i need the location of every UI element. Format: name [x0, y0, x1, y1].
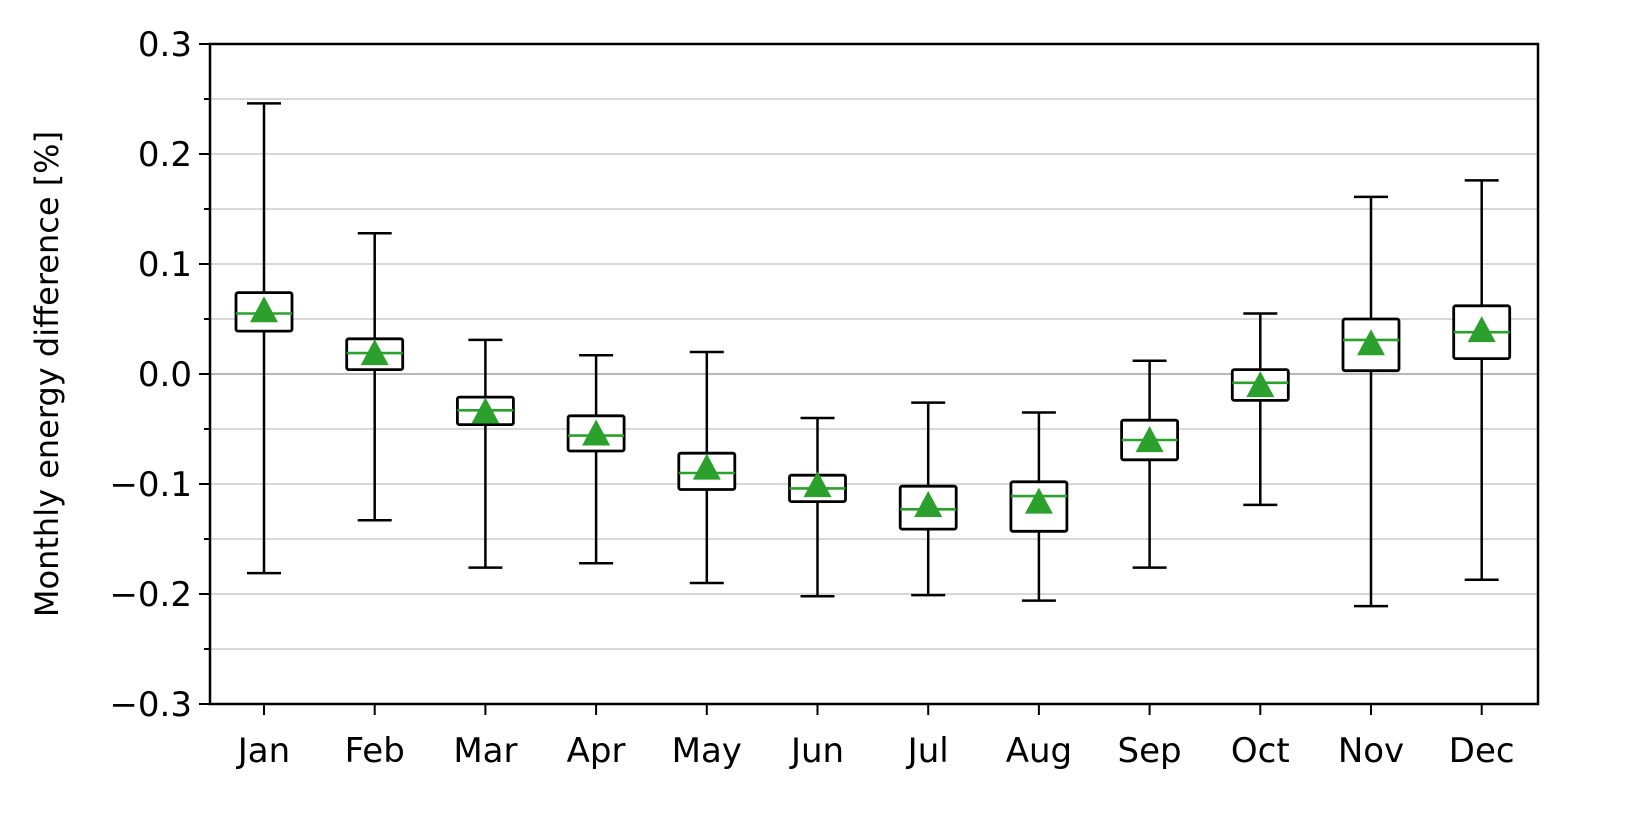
mean-marker: [803, 471, 832, 498]
mean-marker: [914, 490, 943, 517]
box-nov: [1341, 195, 1401, 608]
box-apr: [566, 354, 626, 565]
box-jan: [234, 102, 294, 575]
mean-marker: [1135, 426, 1164, 453]
box-may: [677, 350, 737, 585]
axes: −0.3 −0.2 −0.1 0.0 0.1 0.2 0.3 Jan Feb Mar Apr May J…: [109, 25, 1514, 771]
x-tick-label: Mar: [453, 731, 517, 771]
mean-marker: [471, 397, 500, 424]
y-tick-label: 0.0: [138, 355, 192, 395]
box-mar: [455, 338, 515, 569]
box-aug: [1009, 411, 1069, 602]
x-tick-label: Oct: [1231, 731, 1290, 771]
mean-marker: [692, 453, 721, 480]
x-tick-label: Apr: [567, 731, 626, 771]
box-feb: [345, 231, 405, 522]
mean-marker: [1246, 371, 1275, 398]
mean-marker: [250, 296, 278, 323]
y-tick-label: 0.2: [138, 135, 192, 175]
x-tick-label: Feb: [345, 731, 405, 771]
mean-marker: [1024, 487, 1053, 514]
x-tick-label: Nov: [1338, 731, 1404, 771]
y-tick-label: 0.1: [138, 245, 192, 285]
y-tick-label: −0.3: [109, 685, 192, 725]
mean-marker: [360, 339, 389, 366]
mean-marker: [1357, 329, 1385, 356]
y-tick-label: −0.1: [109, 465, 192, 505]
y-tick-label: 0.3: [138, 25, 192, 65]
x-tick-label: Sep: [1118, 731, 1182, 771]
mean-marker: [1467, 316, 1496, 343]
x-tick-label: Dec: [1449, 731, 1515, 771]
mean-marker: [582, 419, 611, 446]
y-tick-label: −0.2: [109, 575, 192, 615]
box-oct: [1230, 312, 1290, 507]
box-jul: [898, 401, 958, 597]
x-tick-label: May: [672, 731, 742, 771]
box-dec: [1452, 179, 1512, 581]
x-tick-label: Aug: [1006, 731, 1072, 771]
x-tick-label: Jan: [236, 731, 290, 771]
box-jun: [788, 416, 847, 598]
x-tick-label: Jul: [906, 731, 949, 771]
box-sep: [1120, 359, 1179, 569]
x-tick-label: Jun: [789, 731, 844, 771]
gridlines: [210, 98, 1538, 650]
box-plot-series: [234, 102, 1512, 608]
y-axis-label: Monthly energy difference [%]: [28, 131, 66, 617]
